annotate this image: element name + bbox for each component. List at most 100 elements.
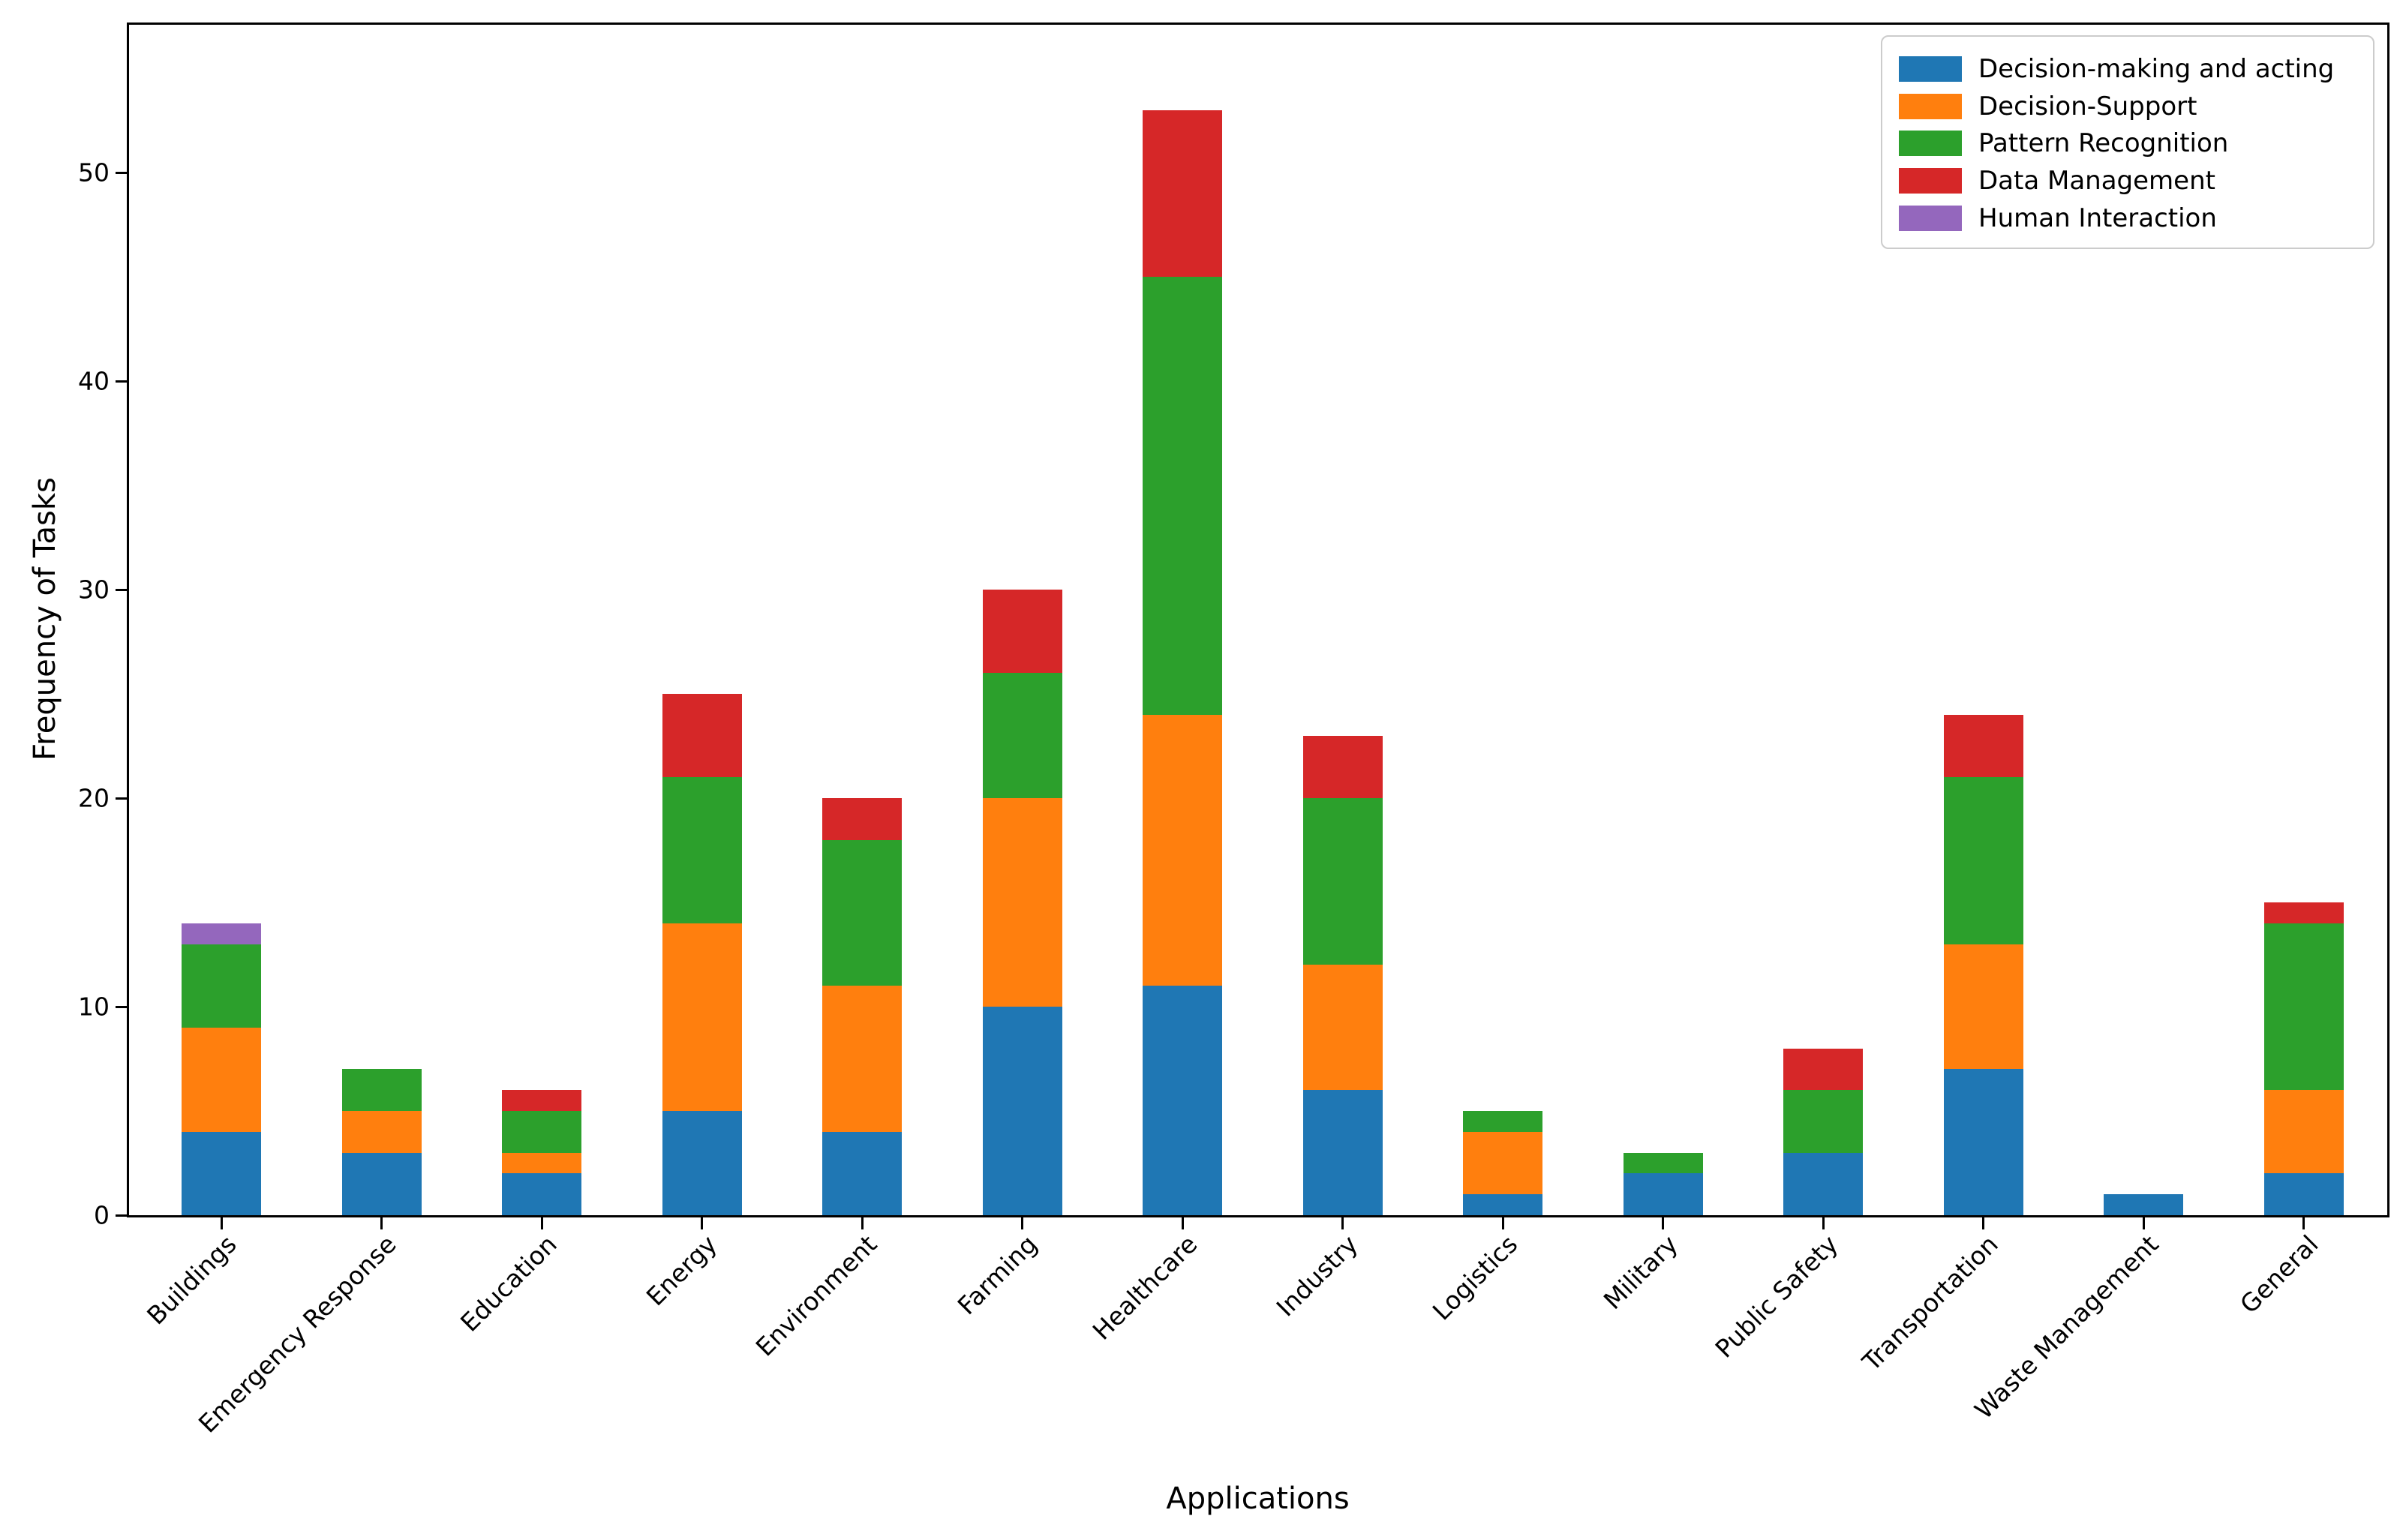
bar-segment-environment-data-management [822, 798, 902, 840]
y-tick-label-0: 0 [94, 1200, 110, 1230]
bar-segment-industry-data-management [1302, 735, 1383, 799]
bar-segment-farming-decision-support [982, 798, 1062, 1007]
bar-segment-general-decision-making-and-acting [2263, 1173, 2344, 1215]
x-axis-title: Applications [1166, 1481, 1350, 1516]
legend-label: Human Interaction [1978, 203, 2217, 234]
legend-swatch-icon [1899, 56, 1962, 82]
x-tick-mark [220, 1217, 223, 1229]
x-tick-label-education: Education [454, 1229, 563, 1337]
bar-segment-transportation-decision-support [1943, 944, 2023, 1070]
x-tick-mark [2142, 1217, 2145, 1229]
y-tick-mark-50 [116, 172, 128, 175]
bar-segment-emergency-response-pattern-recognition [341, 1069, 422, 1111]
bar-segment-energy-decision-support [662, 923, 742, 1111]
x-tick-mark [2302, 1217, 2305, 1229]
bar-segment-environment-pattern-recognition [822, 839, 902, 986]
x-tick-label-buildings: Buildings [141, 1229, 242, 1331]
bar-segment-buildings-human-interaction [182, 923, 261, 944]
x-tick-mark [1662, 1217, 1664, 1229]
y-tick-mark-40 [116, 380, 128, 383]
x-tick-label-logistics: Logistics [1427, 1229, 1524, 1326]
x-tick-label-waste-management: Waste Management [1969, 1229, 2164, 1425]
bar-segment-education-decision-making-and-acting [502, 1173, 581, 1215]
bar-segment-farming-pattern-recognition [982, 673, 1062, 799]
bar-segment-energy-data-management [662, 694, 742, 778]
x-tick-label-farming: Farming [951, 1229, 1044, 1321]
bar-segment-logistics-decision-making-and-acting [1463, 1194, 1542, 1215]
legend-entry-decision-support: Decision-Support [1899, 88, 2352, 125]
bar-segment-buildings-pattern-recognition [182, 944, 261, 1028]
legend-entry-data-management: Data Management [1899, 162, 2352, 200]
bar-segment-logistics-decision-support [1463, 1131, 1542, 1195]
bar-segment-healthcare-pattern-recognition [1143, 277, 1222, 715]
y-tick-label-50: 50 [78, 158, 110, 188]
legend-entry-human-interaction: Human Interaction [1899, 200, 2352, 237]
bar-segment-transportation-data-management [1943, 714, 2023, 778]
right-spine [2387, 23, 2389, 1217]
bar-segment-general-decision-support [2263, 1090, 2344, 1174]
bar-segment-logistics-pattern-recognition [1463, 1111, 1542, 1132]
bar-segment-energy-decision-making-and-acting [662, 1111, 742, 1215]
x-tick-label-military: Military [1598, 1229, 1684, 1316]
left-spine [127, 23, 129, 1217]
x-tick-label-general: General [2234, 1229, 2325, 1319]
bar-segment-general-data-management [2263, 902, 2344, 923]
bottom-spine [127, 1215, 2389, 1217]
x-tick-mark [1021, 1217, 1023, 1229]
bar-segment-general-pattern-recognition [2263, 923, 2344, 1091]
bar-segment-industry-decision-making-and-acting [1302, 1090, 1383, 1215]
x-tick-label-public-safety: Public Safety [1709, 1229, 1844, 1364]
bar-segment-transportation-decision-making-and-acting [1943, 1069, 2023, 1215]
x-tick-mark [1501, 1217, 1504, 1229]
x-tick-label-environment: Environment [749, 1229, 883, 1362]
legend-swatch-icon [1899, 206, 1962, 232]
bar-segment-energy-pattern-recognition [662, 777, 742, 923]
top-spine [127, 23, 2389, 25]
y-tick-label-40: 40 [78, 366, 110, 396]
x-tick-mark [1181, 1217, 1184, 1229]
y-tick-mark-30 [116, 589, 128, 592]
legend-swatch-icon [1899, 168, 1962, 194]
y-tick-mark-10 [116, 1006, 128, 1009]
bar-segment-waste-management-decision-making-and-acting [2104, 1194, 2183, 1215]
legend-label: Pattern Recognition [1978, 128, 2229, 159]
y-tick-label-30: 30 [78, 575, 110, 605]
y-axis-title: Frequency of Tasks [28, 477, 62, 761]
legend-entry-decision-making-and-acting: Decision-making and acting [1899, 50, 2352, 88]
x-tick-mark [380, 1217, 383, 1229]
y-tick-mark-0 [116, 1214, 128, 1217]
x-tick-mark [540, 1217, 543, 1229]
y-tick-label-20: 20 [78, 783, 110, 813]
bar-segment-industry-decision-support [1302, 965, 1383, 1091]
bar-segment-farming-decision-making-and-acting [982, 1007, 1062, 1215]
bar-segment-environment-decision-support [822, 986, 902, 1132]
bar-segment-education-pattern-recognition [502, 1111, 581, 1153]
bar-segment-healthcare-decision-making-and-acting [1143, 986, 1222, 1215]
x-tick-mark [861, 1217, 864, 1229]
legend-label: Decision-Support [1978, 91, 2197, 122]
bar-segment-buildings-decision-support [182, 1027, 261, 1132]
x-tick-label-healthcare: Healthcare [1086, 1229, 1203, 1346]
bar-segment-environment-decision-making-and-acting [822, 1131, 902, 1215]
bar-segment-healthcare-decision-support [1143, 714, 1222, 986]
x-tick-mark [1822, 1217, 1825, 1229]
legend-entry-pattern-recognition: Pattern Recognition [1899, 125, 2352, 163]
legend-label: Data Management [1978, 166, 2215, 197]
bar-segment-military-pattern-recognition [1623, 1152, 1703, 1174]
x-tick-mark [1982, 1217, 1984, 1229]
bar-segment-emergency-response-decision-support [341, 1111, 422, 1153]
bar-segment-emergency-response-decision-making-and-acting [341, 1152, 422, 1215]
bar-segment-transportation-pattern-recognition [1943, 777, 2023, 944]
x-tick-mark [701, 1217, 703, 1229]
legend: Decision-making and acting Decision-Suppo… [1881, 35, 2374, 249]
bar-segment-industry-pattern-recognition [1302, 798, 1383, 965]
y-tick-mark-20 [116, 797, 128, 800]
legend-label: Decision-making and acting [1978, 53, 2335, 84]
bar-segment-education-data-management [502, 1090, 581, 1111]
x-tick-label-energy: Energy [640, 1229, 723, 1312]
bar-segment-buildings-decision-making-and-acting [182, 1131, 261, 1215]
bar-segment-public-safety-data-management [1783, 1048, 1863, 1091]
legend-swatch-icon [1899, 93, 1962, 119]
y-tick-label-10: 10 [78, 992, 110, 1022]
bar-segment-military-decision-making-and-acting [1623, 1173, 1703, 1215]
